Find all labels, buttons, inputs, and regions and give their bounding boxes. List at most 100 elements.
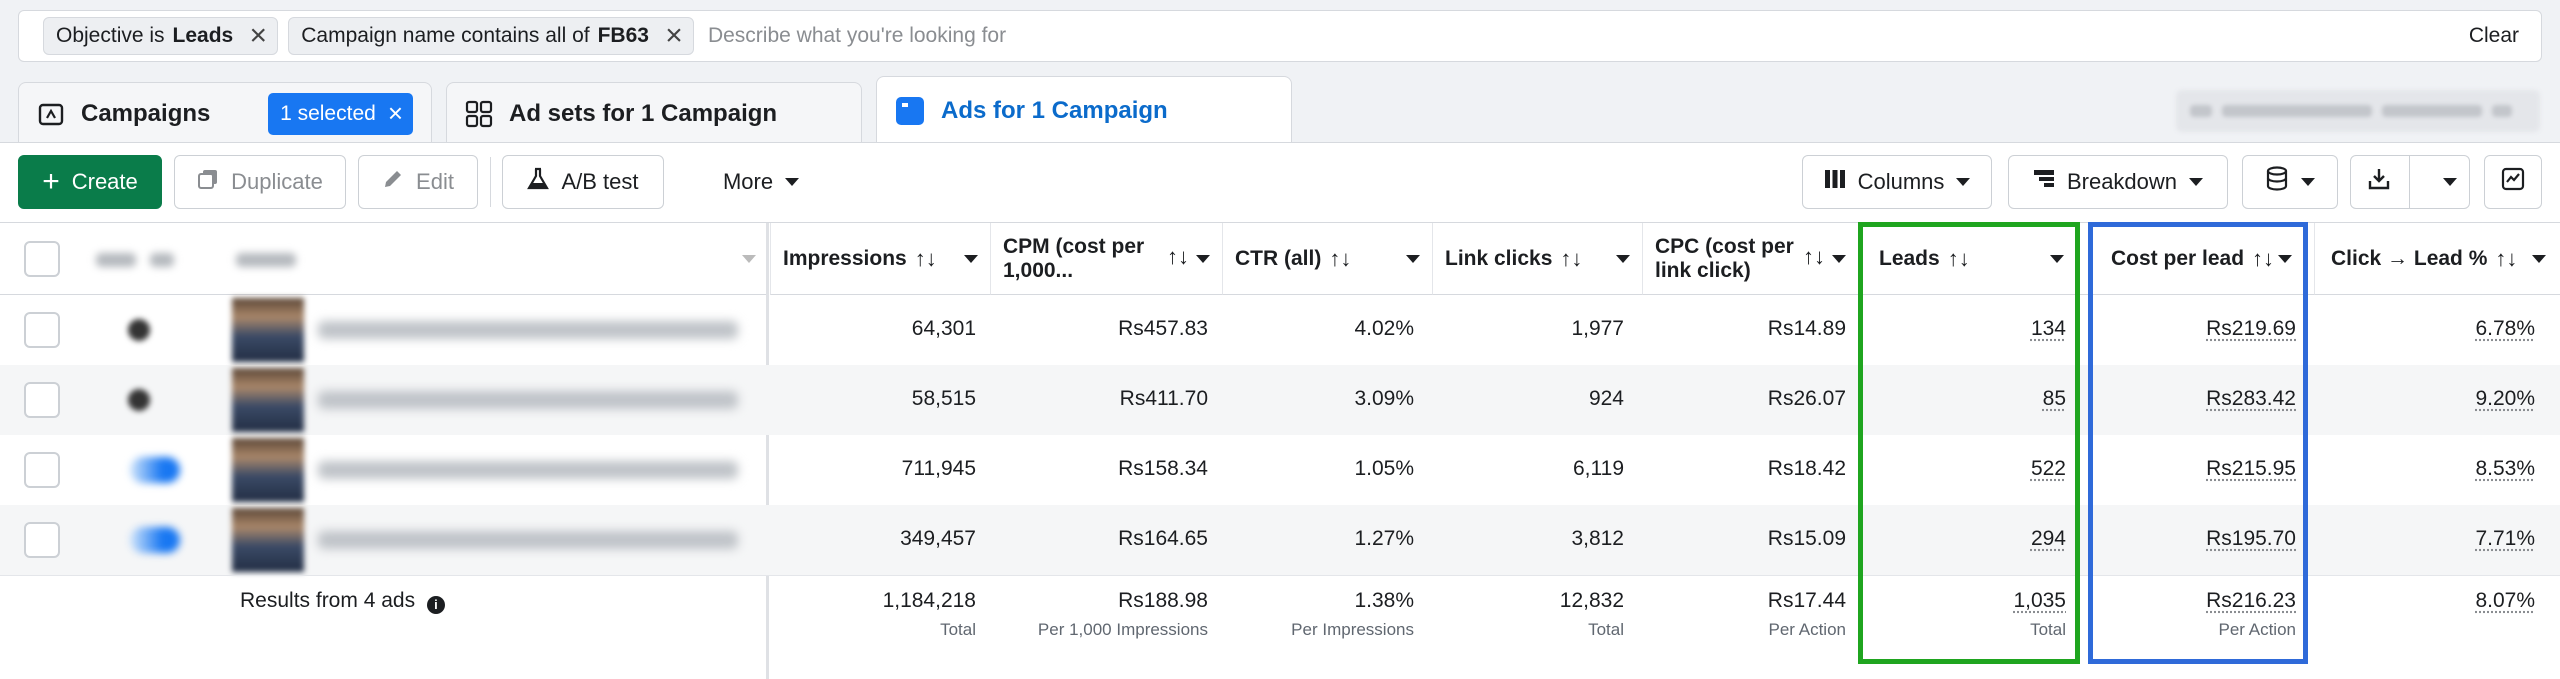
cell-cost-per-lead[interactable]: Rs195.70 [2206, 527, 2296, 551]
filter-chip-objective[interactable]: Objective is Leads × [43, 17, 278, 55]
column-label-wrap: CPC (cost per link click) [1655, 235, 1794, 283]
cell-cost-per-lead[interactable]: Rs219.69 [2206, 317, 2296, 341]
clear-button[interactable]: Clear [2469, 24, 2519, 48]
table-row[interactable]: 58,515 Rs411.70 3.09% 924 Rs26.07 85 Rs2… [0, 365, 2560, 435]
columns-label: Columns [1858, 169, 1945, 195]
tab-campaigns[interactable]: Campaigns 1 selected × [18, 82, 432, 144]
sort-icon[interactable]: ↑↓ [1948, 247, 1970, 271]
ad-toggle[interactable] [130, 527, 180, 553]
header-cpc[interactable]: CPC (cost per link click) ↑↓ [1642, 223, 1858, 295]
chevron-down-icon[interactable] [2532, 255, 2546, 263]
tab-adsets[interactable]: Ad sets for 1 Campaign [446, 82, 862, 144]
ad-thumbnail[interactable] [232, 298, 304, 362]
cell-cost-per-lead[interactable]: Rs215.95 [2206, 457, 2296, 481]
header-leads[interactable]: Leads ↑↓ [1858, 223, 2088, 295]
sort-icon[interactable]: ↑↓ [1329, 247, 1351, 271]
cell-ctr: 3.09% [1354, 387, 1414, 411]
header-ad-name[interactable] [220, 223, 768, 295]
table-row[interactable]: 64,301 Rs457.83 4.02% 1,977 Rs14.89 134 … [0, 295, 2560, 365]
chevron-down-icon[interactable] [2050, 255, 2064, 263]
close-icon[interactable]: × [655, 17, 693, 55]
header-impressions[interactable]: Impressions ↑↓ [770, 223, 990, 295]
breakdown-button[interactable]: Breakdown [2008, 155, 2228, 209]
header-ctr[interactable]: CTR (all) ↑↓ [1222, 223, 1432, 295]
cell-leads[interactable]: 134 [2031, 317, 2066, 341]
table-row[interactable]: 711,945 Rs158.34 1.05% 6,119 Rs18.42 522… [0, 435, 2560, 505]
header-link-clicks[interactable]: Link clicks ↑↓ [1432, 223, 1642, 295]
more-button[interactable]: More [686, 155, 836, 209]
cell-cost-per-lead[interactable]: Rs283.42 [2206, 387, 2296, 411]
tab-ads[interactable]: Ads for 1 Campaign [876, 76, 1292, 144]
chevron-down-icon[interactable] [1406, 255, 1420, 263]
row-checkbox[interactable] [24, 452, 60, 488]
sort-icon[interactable]: ↑↓ [1560, 247, 1582, 271]
ad-thumbnail[interactable] [232, 438, 304, 502]
ad-name[interactable] [318, 531, 738, 549]
total-cost-per-lead[interactable]: Rs216.23 [2206, 589, 2296, 613]
close-icon[interactable]: × [388, 98, 403, 129]
cell-link-clicks: 1,977 [1571, 317, 1624, 341]
selected-badge[interactable]: 1 selected × [268, 93, 413, 135]
ad-name[interactable] [318, 391, 738, 409]
chart-view-button[interactable] [2484, 155, 2542, 209]
sort-icon[interactable]: ↑↓ [2252, 247, 2274, 271]
download-icon [2367, 167, 2391, 197]
cell-leads[interactable]: 85 [2043, 387, 2066, 411]
cell-click-lead[interactable]: 6.78% [2475, 317, 2535, 341]
date-range-picker[interactable] [2176, 90, 2540, 132]
total-impressions: 1,184,218 [883, 589, 976, 613]
sort-icon[interactable]: ↑↓ [1803, 245, 1825, 269]
chevron-down-icon[interactable] [964, 255, 978, 263]
filter-search-input[interactable] [704, 24, 2469, 48]
chevron-down-icon[interactable] [1832, 255, 1846, 263]
sort-icon[interactable]: ↑↓ [915, 247, 937, 271]
row-checkbox[interactable] [24, 312, 60, 348]
chevron-down-icon[interactable] [1616, 255, 1630, 263]
filter-chip-campaign-name[interactable]: Campaign name contains all of FB63 × [288, 17, 694, 55]
ad-toggle[interactable] [130, 457, 180, 483]
edit-button[interactable]: Edit [358, 155, 478, 209]
row-checkbox[interactable] [24, 382, 60, 418]
ad-name[interactable] [318, 321, 738, 339]
chevron-down-icon[interactable] [1196, 255, 1210, 263]
duplicate-button[interactable]: Duplicate [174, 155, 346, 209]
cell-cpc: Rs14.89 [1768, 317, 1846, 341]
header-cost-per-lead[interactable]: Cost per lead ↑↓ [2088, 223, 2314, 295]
select-all-checkbox[interactable] [24, 241, 60, 277]
cell-click-lead[interactable]: 7.71% [2475, 527, 2535, 551]
sort-icon[interactable]: ↑↓ [1167, 245, 1189, 269]
export-button[interactable] [2350, 155, 2470, 209]
columns-button[interactable]: Columns [1802, 155, 1992, 209]
summary-row: Results from 4 ads i 1,184,218 Total Rs1… [0, 575, 2560, 665]
table-row[interactable]: 349,457 Rs164.65 1.27% 3,812 Rs15.09 294… [0, 505, 2560, 575]
cell-leads[interactable]: 522 [2031, 457, 2066, 481]
header-cpm[interactable]: CPM (cost per 1,000... ↑↓ [990, 223, 1222, 295]
row-checkbox[interactable] [24, 522, 60, 558]
header-select-all [0, 223, 220, 295]
close-icon[interactable]: × [239, 17, 277, 55]
column-label: Cost per lead [2111, 247, 2244, 271]
cell-click-lead[interactable]: 9.20% [2475, 387, 2535, 411]
reports-button[interactable] [2242, 155, 2338, 209]
create-button[interactable]: + Create [18, 155, 162, 209]
filter-chip-value: Leads [173, 24, 234, 48]
cell-leads[interactable]: 294 [2031, 527, 2066, 551]
plus-icon: + [42, 167, 60, 197]
total-leads[interactable]: 1,035 [2013, 589, 2066, 613]
ab-test-button[interactable]: A/B test [502, 155, 664, 209]
total-link-clicks: 12,832 [1560, 589, 1624, 613]
column-label: CPM (cost per [1003, 235, 1144, 259]
chevron-down-icon[interactable] [2278, 255, 2292, 263]
cell-click-lead[interactable]: 8.53% [2475, 457, 2535, 481]
total-click-lead[interactable]: 8.07% [2475, 589, 2535, 613]
header-click-lead[interactable]: Click → Lead % ↑↓ [2314, 223, 2560, 295]
ad-name[interactable] [318, 461, 738, 479]
ad-thumbnail[interactable] [232, 508, 304, 572]
info-icon[interactable]: i [427, 596, 445, 614]
ad-thumbnail[interactable] [232, 368, 304, 432]
chevron-down-icon[interactable] [2443, 178, 2457, 186]
duplicate-icon [197, 168, 219, 196]
sort-icon[interactable]: ↑↓ [2495, 247, 2517, 271]
cell-impressions: 58,515 [912, 387, 976, 411]
chevron-down-icon[interactable] [742, 255, 756, 263]
